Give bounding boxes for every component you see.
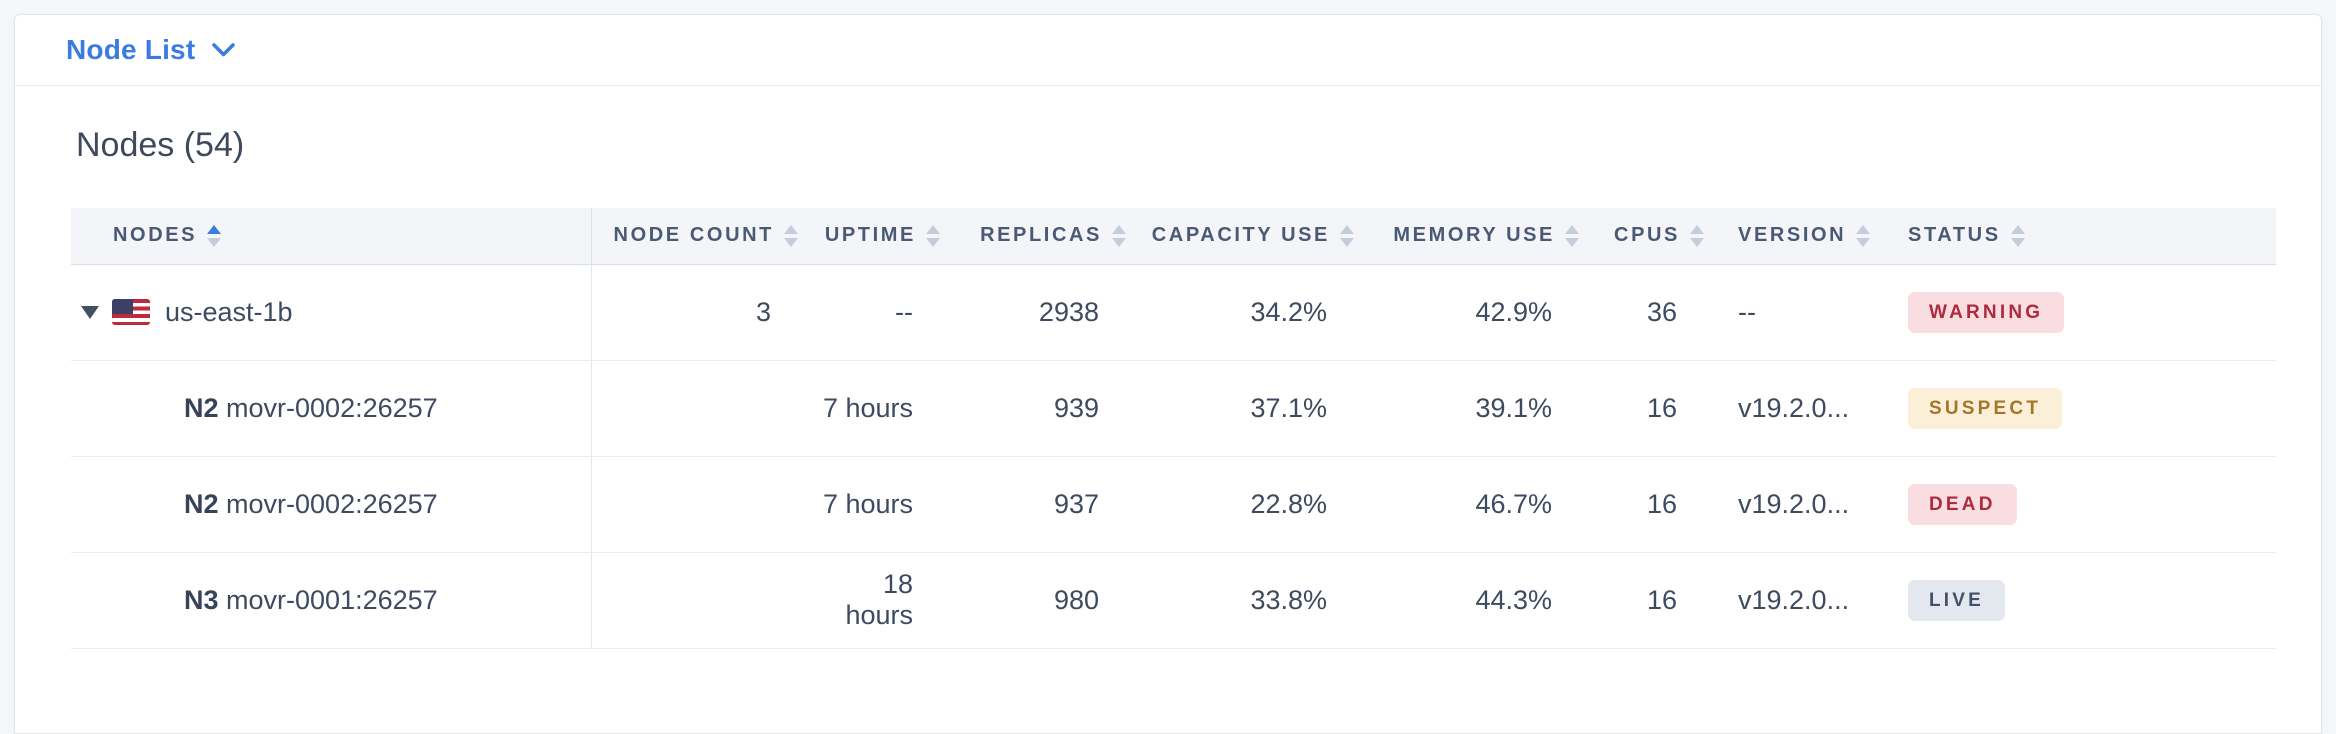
status-badge: LIVE — [1908, 579, 2006, 621]
node-id: N2 — [184, 392, 219, 423]
node-address: movr-0002:26257 — [226, 392, 438, 423]
version-cell: -- — [1714, 264, 1878, 361]
uptime-cell: 7 hours — [808, 456, 950, 553]
memory-use-cell: 46.7% — [1364, 456, 1589, 553]
capacity-use-cell: 33.8% — [1136, 552, 1364, 649]
status-badge: DEAD — [1908, 483, 2017, 525]
node-address: movr-0002:26257 — [226, 488, 438, 519]
table-row-node: N2 movr-0002:26257 7 hours 937 22.8% 46.… — [71, 456, 2276, 553]
version-cell: v19.2.0... — [1714, 360, 1878, 457]
node-count-cell — [591, 552, 808, 649]
capacity-use-cell: 22.8% — [1136, 456, 1364, 553]
node-name-cell[interactable]: N2 movr-0002:26257 — [71, 456, 592, 553]
uptime-cell: -- — [808, 264, 950, 361]
sort-icon — [1565, 224, 1579, 247]
uptime-cell: 7 hours — [808, 360, 950, 457]
column-label: NODE COUNT — [613, 224, 774, 247]
card-header: Node List — [15, 15, 2321, 86]
replicas-cell: 939 — [950, 360, 1136, 457]
sort-icon — [1340, 224, 1354, 247]
node-count-cell — [591, 456, 808, 553]
status-cell: DEAD — [1878, 456, 2276, 553]
us-flag-icon — [112, 299, 150, 325]
node-name-cell[interactable]: N2 movr-0002:26257 — [71, 360, 592, 457]
sort-icon — [2010, 224, 2025, 247]
column-header-uptime[interactable]: UPTIME — [808, 208, 950, 265]
region-name: us-east-1b — [165, 296, 293, 327]
memory-use-cell: 39.1% — [1364, 360, 1589, 457]
chevron-down-icon — [212, 43, 236, 57]
memory-use-cell: 42.9% — [1364, 264, 1589, 361]
cpus-cell: 16 — [1589, 456, 1714, 553]
status-badge: SUSPECT — [1908, 387, 2063, 429]
uptime-cell: 18 hours — [808, 552, 950, 649]
memory-use-cell: 44.3% — [1364, 552, 1589, 649]
column-label: STATUS — [1908, 224, 2001, 247]
sort-icon — [784, 224, 798, 247]
capacity-use-cell: 34.2% — [1136, 264, 1364, 361]
nodes-table: NODES NODE COUNT UPTIME — [71, 208, 2276, 649]
cpus-cell: 16 — [1589, 360, 1714, 457]
status-cell: SUSPECT — [1878, 360, 2276, 457]
column-label: NODES — [113, 224, 198, 247]
region-cell: us-east-1b — [71, 264, 592, 361]
column-label: VERSION — [1738, 224, 1847, 247]
column-header-node-count[interactable]: NODE COUNT — [591, 208, 808, 265]
column-label: CAPACITY USE — [1151, 224, 1330, 247]
table-row-node: N3 movr-0001:26257 18 hours 980 33.8% 44… — [71, 552, 2276, 649]
node-address: movr-0001:26257 — [226, 584, 438, 615]
replicas-cell: 980 — [950, 552, 1136, 649]
cpus-cell: 36 — [1589, 264, 1714, 361]
page-title: Nodes (54) — [76, 126, 245, 164]
column-header-replicas[interactable]: REPLICAS — [950, 208, 1136, 265]
node-count-cell — [591, 360, 808, 457]
column-label: CPUS — [1614, 224, 1680, 247]
column-header-status[interactable]: STATUS — [1878, 208, 2276, 265]
node-list-dropdown[interactable]: Node List — [66, 34, 236, 66]
node-id: N2 — [184, 488, 219, 519]
node-list-dropdown-label: Node List — [66, 34, 196, 65]
table-row-region: us-east-1b 3 -- 2938 34.2% 42.9% 36 -- W… — [71, 264, 2276, 361]
column-header-capacity-use[interactable]: CAPACITY USE — [1136, 208, 1364, 265]
version-cell: v19.2.0... — [1714, 456, 1878, 553]
node-count-cell: 3 — [591, 264, 808, 361]
column-label: REPLICAS — [980, 224, 1102, 247]
column-header-cpus[interactable]: CPUS — [1589, 208, 1714, 265]
sort-icon — [207, 224, 222, 247]
table-header-row: NODES NODE COUNT UPTIME — [71, 208, 2276, 265]
sort-icon — [926, 224, 940, 247]
node-list-card: Node List Nodes (54) NODES — [14, 14, 2322, 734]
sort-icon — [1856, 224, 1871, 247]
sort-icon — [1690, 224, 1704, 247]
capacity-use-cell: 37.1% — [1136, 360, 1364, 457]
replicas-cell: 937 — [950, 456, 1136, 553]
collapse-region-toggle-icon[interactable] — [81, 305, 99, 319]
replicas-cell: 2938 — [950, 264, 1136, 361]
sort-icon — [1112, 224, 1126, 247]
version-cell: v19.2.0... — [1714, 552, 1878, 649]
status-cell: WARNING — [1878, 264, 2276, 361]
column-label: MEMORY USE — [1393, 224, 1555, 247]
table-row-node: N2 movr-0002:26257 7 hours 939 37.1% 39.… — [71, 360, 2276, 457]
status-badge: WARNING — [1908, 291, 2065, 333]
status-cell: LIVE — [1878, 552, 2276, 649]
column-label: UPTIME — [824, 224, 916, 247]
column-header-nodes[interactable]: NODES — [71, 208, 592, 265]
column-header-version[interactable]: VERSION — [1714, 208, 1878, 265]
column-header-memory-use[interactable]: MEMORY USE — [1364, 208, 1589, 265]
cpus-cell: 16 — [1589, 552, 1714, 649]
node-name-cell[interactable]: N3 movr-0001:26257 — [71, 552, 592, 649]
node-id: N3 — [184, 584, 219, 615]
